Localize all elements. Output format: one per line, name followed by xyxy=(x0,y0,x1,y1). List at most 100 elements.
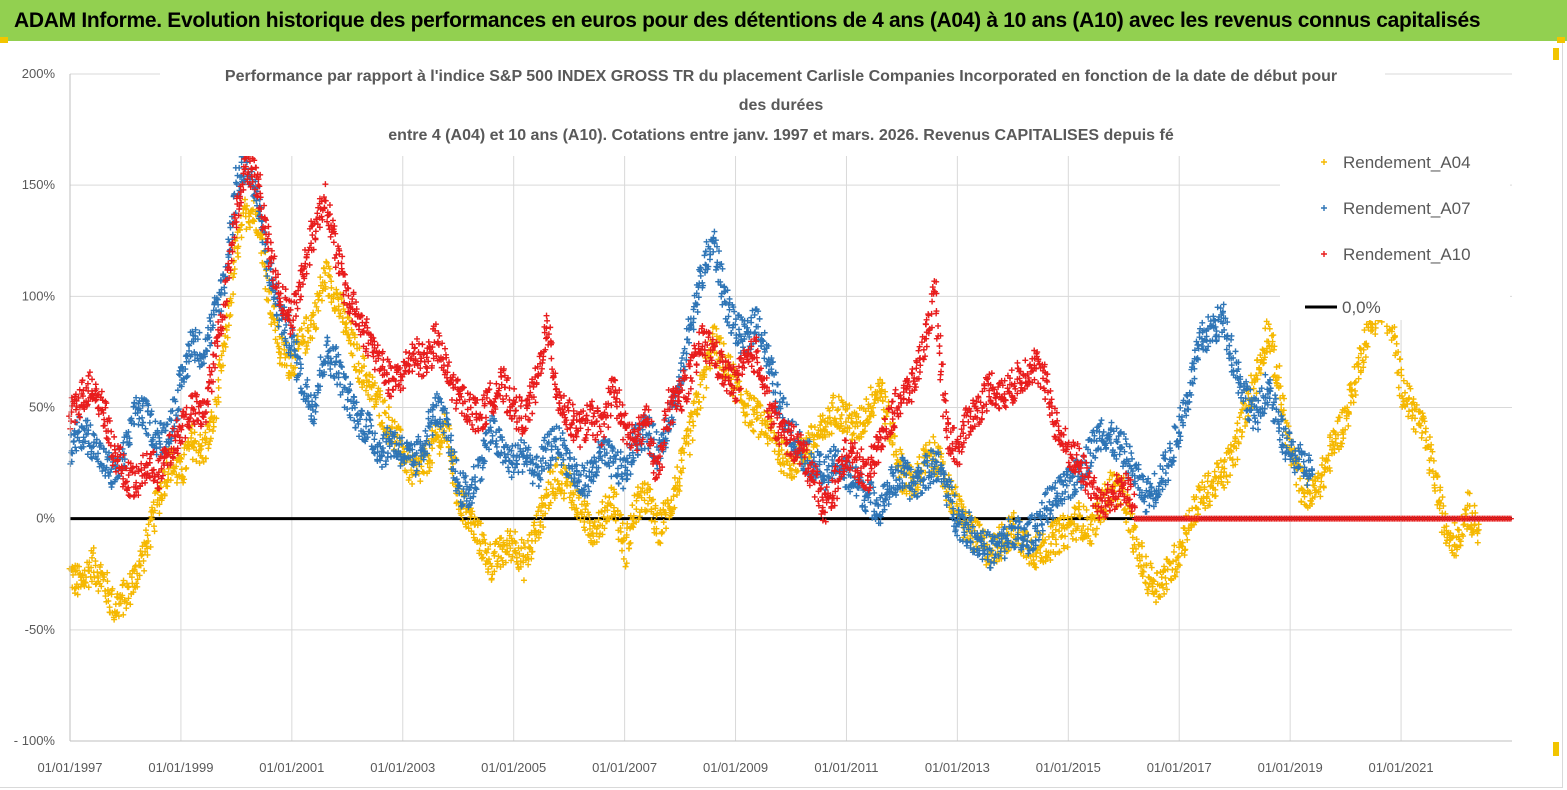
data-point xyxy=(167,477,174,484)
data-point xyxy=(275,323,282,330)
data-point xyxy=(469,508,476,515)
data-point xyxy=(533,512,540,519)
data-point xyxy=(505,464,512,471)
data-point xyxy=(356,345,363,352)
data-point xyxy=(429,459,436,466)
data-point xyxy=(586,525,593,532)
data-point xyxy=(600,513,607,520)
data-point xyxy=(465,525,472,532)
data-point xyxy=(898,450,905,457)
data-point xyxy=(551,476,558,483)
data-point xyxy=(142,527,149,534)
data-point xyxy=(305,339,312,346)
data-point xyxy=(689,437,696,444)
data-point xyxy=(529,548,536,555)
data-point xyxy=(1058,534,1065,541)
data-point xyxy=(204,423,211,430)
data-point xyxy=(205,441,212,448)
data-point xyxy=(470,531,477,538)
data-point xyxy=(577,516,584,523)
data-point xyxy=(308,412,315,419)
data-point xyxy=(648,517,655,524)
data-point xyxy=(618,547,625,554)
data-point xyxy=(863,396,870,403)
data-point xyxy=(136,415,143,422)
data-point xyxy=(277,354,284,361)
data-point xyxy=(241,196,248,203)
data-point xyxy=(660,506,667,513)
data-point xyxy=(728,329,735,336)
data-point xyxy=(591,518,598,525)
data-point xyxy=(86,559,93,566)
data-point xyxy=(240,210,247,217)
data-point xyxy=(123,580,130,587)
data-point xyxy=(94,569,101,576)
data-point xyxy=(1153,570,1160,577)
data-point xyxy=(209,428,216,435)
data-point xyxy=(916,453,923,460)
data-point xyxy=(602,493,609,500)
data-point xyxy=(173,463,180,470)
data-point xyxy=(517,563,524,570)
data-point xyxy=(436,450,443,457)
data-point xyxy=(504,537,511,544)
data-point xyxy=(417,478,424,485)
data-point xyxy=(486,556,493,563)
data-point xyxy=(1128,450,1135,457)
data-point xyxy=(526,545,533,552)
data-point xyxy=(351,417,358,424)
data-point xyxy=(537,519,544,526)
data-point xyxy=(1161,455,1168,462)
data-point xyxy=(606,494,613,501)
data-point xyxy=(668,497,675,504)
data-point xyxy=(326,273,333,280)
data-point xyxy=(867,413,874,420)
data-point xyxy=(224,334,231,341)
data-point xyxy=(629,502,636,509)
data-point xyxy=(654,510,661,517)
data-point xyxy=(130,568,137,575)
data-point xyxy=(828,399,835,406)
data-point xyxy=(262,285,269,292)
data-point xyxy=(134,583,141,590)
data-point xyxy=(446,425,453,432)
data-point xyxy=(608,473,615,480)
data-point xyxy=(316,292,323,299)
data-point xyxy=(210,423,217,430)
data-point xyxy=(287,372,294,379)
data-point xyxy=(251,218,258,225)
data-point xyxy=(542,510,549,517)
data-point xyxy=(607,500,614,507)
data-point xyxy=(1234,456,1241,463)
banner-corner-marker-right xyxy=(1557,37,1565,43)
data-point xyxy=(113,610,120,617)
report-banner-title: ADAM Informe. Evolution historique des p… xyxy=(14,8,1481,32)
data-point xyxy=(73,567,80,574)
data-point xyxy=(1308,498,1315,505)
data-point xyxy=(484,569,491,576)
data-point xyxy=(777,390,784,397)
data-point xyxy=(235,253,242,260)
data-point xyxy=(1276,362,1283,369)
data-point xyxy=(272,327,279,334)
data-point xyxy=(321,279,328,286)
data-point xyxy=(559,430,566,437)
data-point xyxy=(711,228,718,235)
data-point xyxy=(596,533,603,540)
data-point xyxy=(151,507,158,514)
data-point xyxy=(627,539,634,546)
data-point xyxy=(183,464,190,471)
data-point xyxy=(140,557,147,564)
data-point xyxy=(586,517,593,524)
data-point xyxy=(681,366,688,373)
data-point xyxy=(304,346,311,353)
data-point xyxy=(114,590,121,597)
data-point xyxy=(914,460,921,467)
data-point xyxy=(644,481,651,488)
data-point xyxy=(566,494,573,501)
data-point xyxy=(872,516,879,523)
data-point xyxy=(658,530,665,537)
data-point xyxy=(697,272,704,279)
data-point xyxy=(657,540,664,547)
data-point xyxy=(426,458,433,465)
